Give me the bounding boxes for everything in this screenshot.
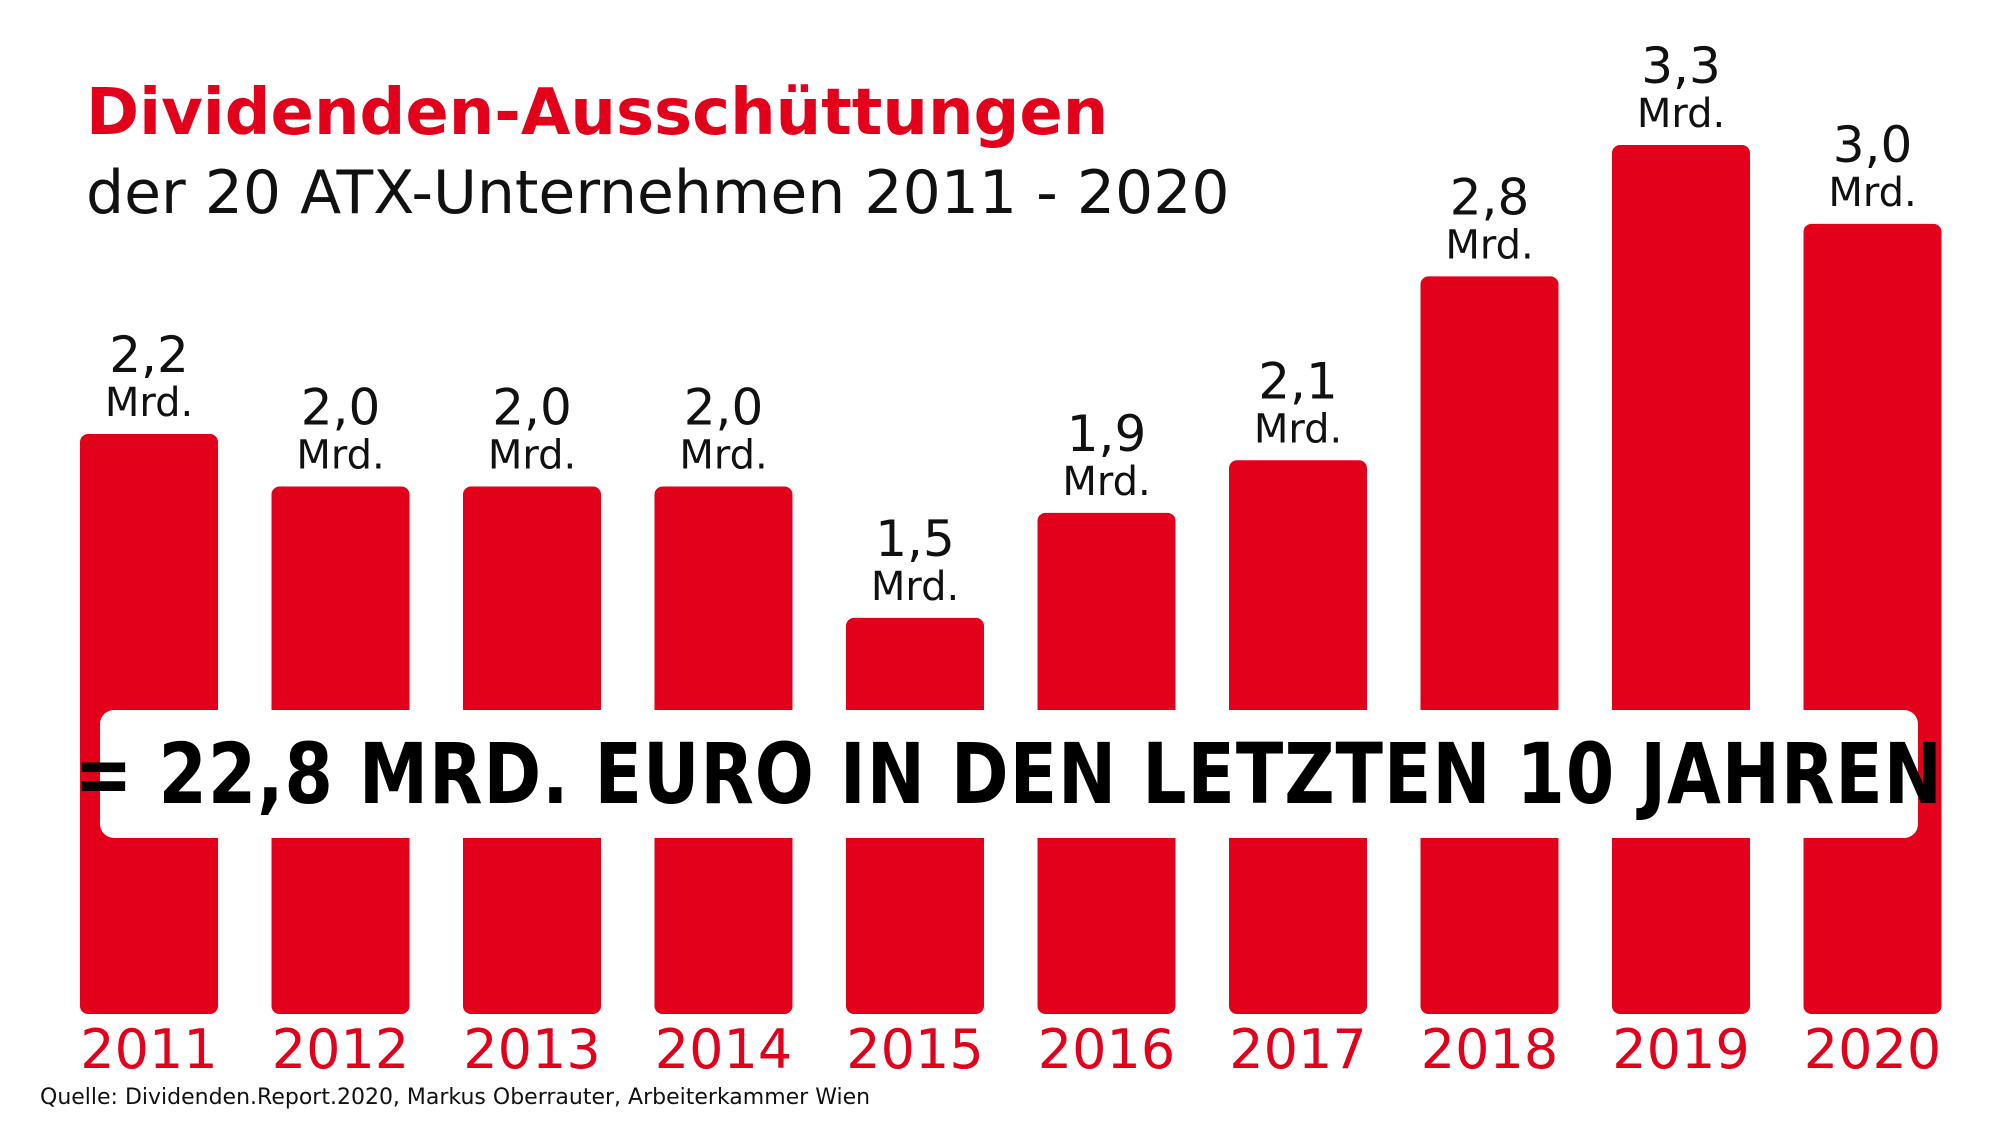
labels-layer: 2,2Mrd.20112,0Mrd.20122,0Mrd.20132,0Mrd.… (80, 37, 1941, 1081)
year-label-2020: 2020 (1804, 1018, 1941, 1081)
bar-2018 (1420, 276, 1559, 1014)
total-banner: = 22,8 MRD. EURO IN DEN LETZTEN 10 JAHRE… (75, 710, 1942, 838)
source-note: Quelle: Dividenden.Report.2020, Markus O… (40, 1085, 871, 1110)
value-label-2013: 2,0 (492, 379, 572, 437)
value-label-2019: 3,3 (1641, 37, 1721, 95)
unit-label-2020: Mrd. (1828, 170, 1916, 216)
value-label-2014: 2,0 (684, 379, 764, 437)
bars-layer (80, 145, 1942, 1015)
value-label-2016: 1,9 (1067, 405, 1147, 463)
year-label-2015: 2015 (846, 1018, 983, 1081)
unit-label-2014: Mrd. (679, 433, 767, 479)
chart-title: Dividenden-Ausschüttungen (86, 76, 1109, 150)
chart-subtitle: der 20 ATX-Unternehmen 2011 - 2020 (86, 158, 1230, 228)
year-label-2012: 2012 (272, 1018, 409, 1081)
bar-2020 (1803, 223, 1942, 1014)
year-label-2011: 2011 (80, 1018, 217, 1081)
value-label-2012: 2,0 (301, 379, 381, 437)
unit-label-2016: Mrd. (1062, 459, 1150, 505)
unit-label-2019: Mrd. (1637, 91, 1725, 137)
unit-label-2015: Mrd. (871, 564, 959, 610)
unit-label-2012: Mrd. (296, 433, 384, 479)
unit-label-2018: Mrd. (1445, 222, 1533, 268)
unit-label-2011: Mrd. (105, 380, 193, 426)
value-label-2011: 2,2 (109, 326, 189, 384)
value-label-2020: 3,0 (1833, 116, 1913, 174)
year-label-2019: 2019 (1612, 1018, 1749, 1081)
year-label-2016: 2016 (1038, 1018, 1175, 1081)
unit-label-2017: Mrd. (1254, 406, 1342, 452)
year-label-2013: 2013 (463, 1018, 600, 1081)
bar-2019 (1612, 145, 1750, 1014)
total-banner-text: = 22,8 MRD. EURO IN DEN LETZTEN 10 JAHRE… (74, 725, 1944, 823)
year-label-2014: 2014 (655, 1018, 792, 1081)
year-label-2017: 2017 (1229, 1018, 1366, 1081)
unit-label-2013: Mrd. (488, 433, 576, 479)
value-label-2018: 2,8 (1450, 168, 1530, 226)
value-label-2017: 2,1 (1258, 352, 1338, 410)
value-label-2015: 1,5 (875, 510, 955, 568)
year-label-2018: 2018 (1421, 1018, 1558, 1081)
